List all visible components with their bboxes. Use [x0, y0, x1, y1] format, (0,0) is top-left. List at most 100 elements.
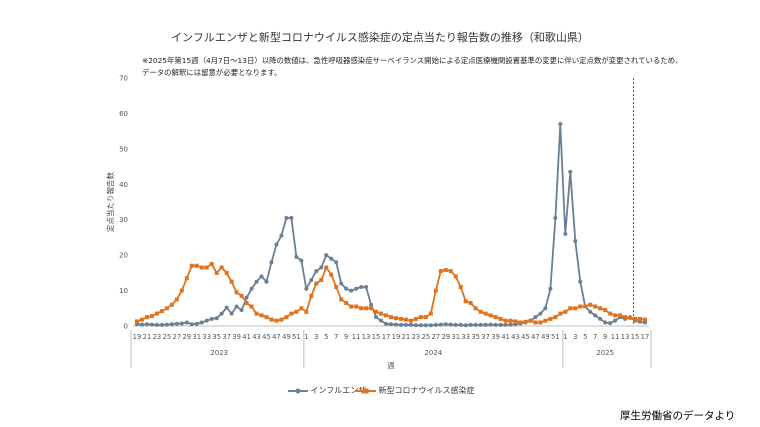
data-point-covid	[563, 309, 568, 314]
year-label: 2025	[596, 349, 614, 357]
data-point-influenza	[274, 242, 279, 247]
data-point-influenza	[553, 215, 558, 220]
data-point-covid	[428, 311, 433, 316]
data-point-influenza	[493, 322, 498, 327]
x-tick-label: 41	[242, 333, 251, 341]
data-point-covid	[274, 318, 279, 323]
data-point-influenza	[488, 322, 493, 327]
data-point-influenza	[289, 215, 294, 220]
data-point-influenza	[543, 306, 548, 311]
data-point-covid	[194, 263, 199, 268]
x-tick-label: 43	[511, 333, 520, 341]
data-point-covid	[254, 311, 259, 316]
x-tick-label: 9	[603, 333, 607, 341]
data-point-covid	[608, 311, 613, 316]
data-point-influenza	[398, 322, 403, 327]
x-tick-label: 17	[641, 333, 650, 341]
data-point-covid	[508, 318, 513, 323]
x-tick-label: 25	[422, 333, 431, 341]
data-point-covid	[174, 297, 179, 302]
data-point-influenza	[149, 322, 154, 327]
data-point-influenza	[548, 286, 553, 291]
data-point-influenza	[498, 322, 503, 327]
data-point-influenza	[159, 322, 164, 327]
data-point-covid	[568, 306, 573, 311]
data-point-influenza	[573, 238, 578, 243]
data-point-influenza	[463, 323, 468, 328]
data-point-influenza	[603, 320, 608, 325]
data-point-covid	[468, 300, 473, 305]
data-point-covid	[433, 288, 438, 293]
data-point-influenza	[244, 295, 249, 300]
x-tick-label: 17	[382, 333, 391, 341]
chart-title: インフルエンザと新型コロナウイルス感染症の定点当たり報告数の推移（和歌山県）	[171, 31, 589, 44]
data-point-covid	[369, 306, 374, 311]
data-point-covid	[528, 318, 533, 323]
data-point-covid	[483, 311, 488, 316]
data-point-covid	[249, 304, 254, 309]
data-point-covid	[214, 270, 219, 275]
legend-marker-influenza	[288, 388, 308, 393]
data-point-influenza	[423, 323, 428, 328]
x-tick-label: 7	[334, 333, 338, 341]
data-point-covid	[553, 315, 558, 320]
x-tick-label: 19	[133, 333, 142, 341]
legend-label-influenza: インフルエンザ	[310, 386, 367, 395]
data-point-influenza	[209, 316, 214, 321]
data-point-covid	[159, 309, 164, 314]
x-tick-label: 11	[352, 333, 361, 341]
data-point-covid	[349, 304, 354, 309]
x-tick-label: 1	[563, 333, 567, 341]
data-point-covid	[403, 317, 408, 322]
data-point-influenza	[234, 304, 239, 309]
x-tick-label: 45	[521, 333, 530, 341]
data-point-influenza	[314, 269, 319, 274]
data-point-influenza	[284, 215, 289, 220]
data-point-influenza	[254, 279, 259, 284]
data-point-influenza	[299, 258, 304, 263]
data-point-covid	[144, 315, 149, 320]
data-point-covid	[239, 293, 244, 298]
data-point-covid	[209, 262, 214, 266]
x-tick-label: 11	[611, 333, 620, 341]
data-point-influenza	[568, 169, 573, 174]
data-point-influenza	[329, 256, 334, 261]
data-point-influenza	[359, 285, 364, 290]
x-tick-label: 33	[202, 333, 211, 341]
data-point-covid	[398, 316, 403, 321]
data-point-influenza	[204, 318, 209, 323]
data-point-influenza	[438, 322, 443, 327]
data-point-influenza	[408, 322, 413, 327]
data-point-influenza	[174, 321, 179, 326]
data-point-covid	[518, 320, 523, 325]
data-point-influenza	[309, 277, 314, 282]
data-point-influenza	[269, 260, 274, 265]
y-tick-label: 20	[119, 252, 128, 260]
data-point-influenza	[349, 288, 354, 293]
data-point-influenza	[428, 323, 433, 328]
data-point-covid	[413, 316, 418, 321]
data-point-influenza	[613, 318, 618, 323]
x-tick-label: 51	[551, 333, 560, 341]
data-point-influenza	[324, 253, 329, 258]
x-tick-label: 45	[262, 333, 271, 341]
data-point-covid	[279, 317, 284, 322]
data-point-covid	[643, 317, 647, 322]
data-point-covid	[199, 265, 204, 270]
data-point-influenza	[354, 286, 359, 291]
data-point-covid	[513, 319, 518, 324]
data-point-covid	[583, 304, 588, 309]
data-point-influenza	[199, 320, 204, 325]
data-point-influenza	[478, 322, 483, 327]
data-point-influenza	[264, 279, 269, 284]
x-tick-label: 5	[583, 333, 587, 341]
data-point-influenza	[339, 281, 344, 286]
data-point-influenza	[184, 320, 189, 325]
data-point-influenza	[384, 321, 389, 326]
x-tick-label: 19	[392, 333, 401, 341]
x-tick-label: 5	[324, 333, 328, 341]
data-point-influenza	[433, 322, 438, 327]
data-point-covid	[503, 318, 508, 323]
x-tick-label: 23	[412, 333, 421, 341]
data-point-covid	[334, 285, 339, 290]
